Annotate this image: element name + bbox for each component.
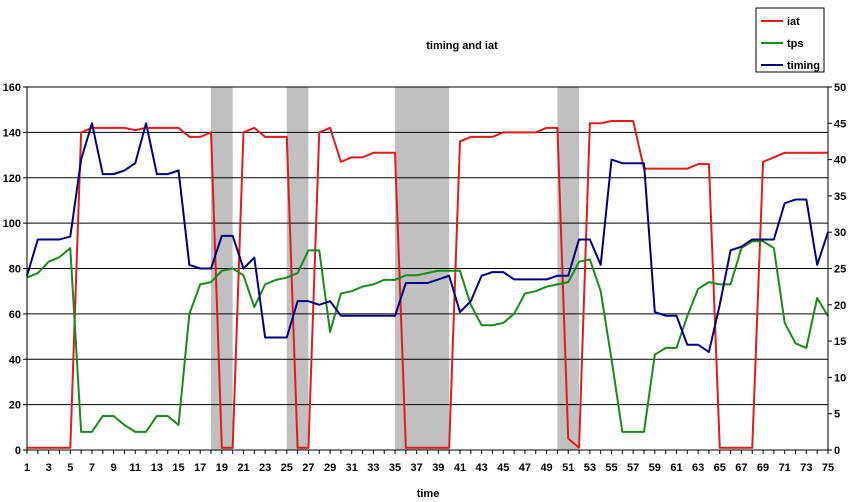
series-timing-line — [26, 122, 829, 353]
x-tick-label: 51 — [562, 462, 574, 474]
y-tick-label: 0 — [15, 445, 21, 457]
x-tick-label: 15 — [172, 462, 184, 474]
legend-label-tps: tps — [787, 38, 804, 50]
x-tick-label: 3 — [46, 462, 52, 474]
x-tick-label: 53 — [584, 462, 596, 474]
x-tick-label: 7 — [89, 462, 95, 474]
x-axis-label: time — [417, 488, 440, 500]
y2-tick-label: 5 — [834, 409, 840, 421]
x-tick-label: 33 — [367, 462, 379, 474]
y-tick-label: 60 — [9, 309, 21, 321]
x-tick-label: 27 — [302, 462, 314, 474]
y2-tick-label: 20 — [834, 300, 846, 312]
x-tick-label: 25 — [281, 462, 293, 474]
x-tick-label: 23 — [259, 462, 271, 474]
y2-tick-label: 0 — [834, 445, 840, 457]
x-tick-label: 35 — [389, 462, 401, 474]
series-tps-line — [26, 240, 829, 433]
y-tick-label: 20 — [9, 400, 21, 412]
x-tick-label: 65 — [714, 462, 726, 474]
x-tick-label: 49 — [540, 462, 552, 474]
x-tick-label: 11 — [129, 462, 141, 474]
y2-tick-label: 30 — [834, 227, 846, 239]
x-tick-label: 41 — [454, 462, 466, 474]
y-tick-label: 100 — [3, 218, 21, 230]
x-tick-label: 71 — [779, 462, 791, 474]
gridlines — [27, 86, 828, 406]
y2-tick-label: 25 — [834, 264, 846, 276]
x-tick-label: 75 — [822, 462, 834, 474]
x-tick-label: 45 — [497, 462, 509, 474]
x-tick-label: 61 — [670, 462, 682, 474]
x-tick-label: 69 — [757, 462, 769, 474]
x-tick-label: 59 — [649, 462, 661, 474]
tick-labels: 0204060801001201401600510152025303540455… — [3, 82, 847, 474]
x-tick-label: 29 — [324, 462, 336, 474]
y2-tick-label: 50 — [834, 82, 846, 94]
legend-box — [755, 7, 825, 73]
x-tick-label: 5 — [67, 462, 73, 474]
x-tick-label: 39 — [432, 462, 444, 474]
legend: iat tps timing — [755, 7, 825, 73]
legend-label-iat: iat — [787, 16, 800, 28]
x-tick-label: 55 — [605, 462, 617, 474]
series-iat-line — [27, 120, 828, 449]
y2-tick-label: 45 — [834, 118, 846, 130]
x-tick-label: 21 — [237, 462, 249, 474]
x-tick-label: 31 — [346, 462, 358, 474]
x-tick-label: 57 — [627, 462, 639, 474]
x-tick-label: 1 — [24, 462, 30, 474]
y2-tick-label: 15 — [834, 336, 846, 348]
x-tick-label: 19 — [216, 462, 228, 474]
x-tick-label: 67 — [735, 462, 747, 474]
x-tick-label: 17 — [194, 462, 206, 474]
y-tick-label: 120 — [3, 173, 21, 185]
series-lines — [26, 120, 829, 449]
x-tick-label: 13 — [151, 462, 163, 474]
y2-tick-label: 40 — [834, 155, 846, 167]
x-tick-label: 9 — [111, 462, 117, 474]
y-tick-label: 80 — [9, 264, 21, 276]
x-tick-label: 47 — [519, 462, 531, 474]
legend-label-timing: timing — [787, 60, 820, 72]
x-tick-label: 73 — [800, 462, 812, 474]
x-tick-label: 37 — [411, 462, 423, 474]
y-tick-label: 140 — [3, 127, 21, 139]
y-tick-label: 40 — [9, 354, 21, 366]
y2-tick-label: 10 — [834, 372, 846, 384]
x-tick-label: 43 — [475, 462, 487, 474]
chart-title: timing and iat — [426, 40, 498, 52]
y-tick-label: 160 — [3, 82, 21, 94]
x-tick-label: 63 — [692, 462, 704, 474]
y2-tick-label: 35 — [834, 191, 846, 203]
